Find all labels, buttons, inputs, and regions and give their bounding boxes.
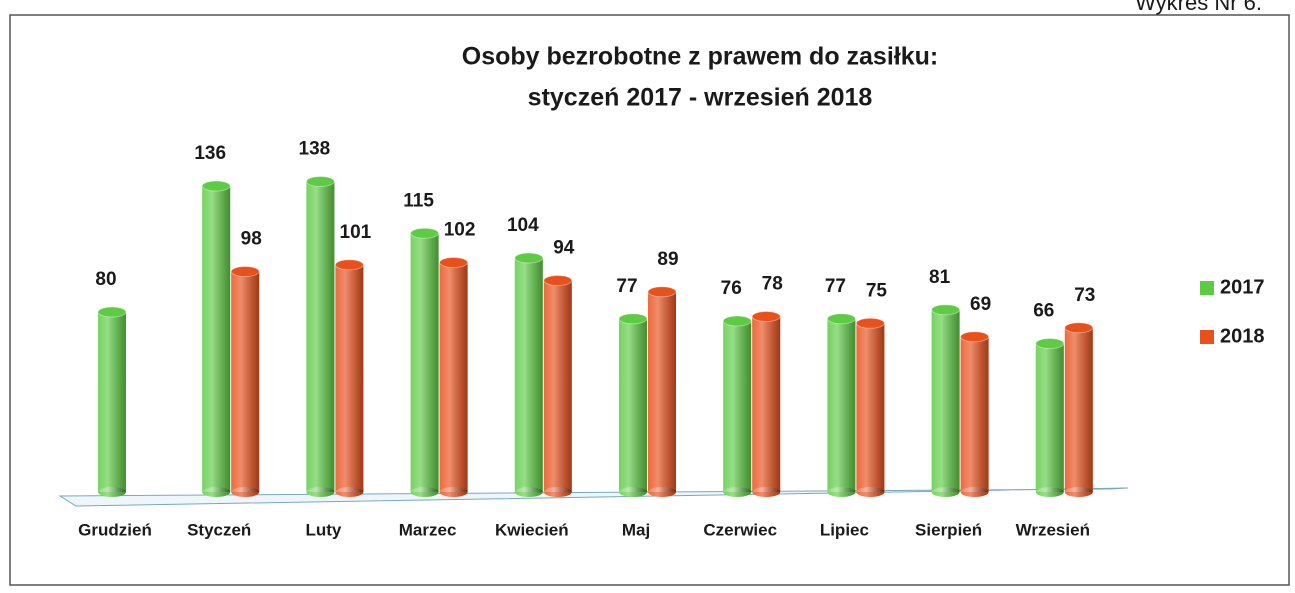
chart-title: Osoby bezrobotne z prawem do zasiłku: bbox=[462, 43, 938, 71]
bar-base-shade bbox=[619, 487, 647, 497]
bar-top bbox=[543, 275, 573, 286]
bar-shade bbox=[856, 323, 885, 492]
bar-base-shade bbox=[306, 487, 335, 497]
bar-top bbox=[201, 180, 231, 192]
bar-base-shade bbox=[931, 487, 960, 497]
value-label: 69 bbox=[970, 294, 991, 315]
bar-shade bbox=[752, 316, 781, 492]
x-tick-label: Styczeń bbox=[187, 520, 251, 539]
legend-swatch bbox=[1200, 281, 1214, 295]
bar-top bbox=[410, 227, 440, 239]
bar-top bbox=[334, 259, 364, 271]
chart-title: styczeń 2017 - wrzesień 2018 bbox=[528, 84, 873, 112]
x-tick-label: Luty bbox=[305, 520, 341, 539]
bar-base-shade bbox=[1035, 487, 1064, 497]
legend-label: 2018 bbox=[1220, 325, 1265, 347]
bar-base-shade bbox=[723, 487, 752, 497]
bar-shade bbox=[648, 291, 676, 492]
bar-shade bbox=[231, 271, 260, 492]
x-tick-label: Wrzesień bbox=[1016, 520, 1090, 539]
legend-swatch bbox=[1200, 330, 1214, 344]
bar-base-shade bbox=[335, 487, 364, 497]
bar-top bbox=[751, 311, 781, 322]
bar-top bbox=[647, 286, 677, 298]
x-tick-label: Lipiec bbox=[820, 520, 869, 539]
value-label: 136 bbox=[194, 143, 226, 164]
x-tick-label: Kwiecień bbox=[495, 520, 569, 539]
bar-base-shade bbox=[202, 487, 231, 497]
value-label: 80 bbox=[95, 269, 116, 290]
frame bbox=[9, 14, 1290, 586]
value-label: 77 bbox=[825, 276, 846, 297]
x-tick-label: Czerwiec bbox=[703, 520, 777, 539]
bar-base-shade bbox=[960, 487, 989, 497]
bar-shade bbox=[439, 262, 468, 492]
value-label: 104 bbox=[507, 215, 539, 236]
bar-shade bbox=[202, 186, 231, 492]
value-label: 73 bbox=[1074, 285, 1095, 306]
x-tick-label: Sierpień bbox=[915, 520, 982, 539]
x-tick-label: Maj bbox=[622, 520, 650, 539]
x-tick-label: Grudzień bbox=[78, 520, 152, 539]
bar-shade bbox=[1035, 343, 1064, 492]
value-label: 138 bbox=[299, 139, 331, 160]
bar-base-shade bbox=[1064, 487, 1093, 497]
bar-top bbox=[931, 304, 961, 316]
header-note: Wykres Nr 6. bbox=[1135, 0, 1262, 15]
bar-top bbox=[1064, 322, 1094, 334]
bar-top bbox=[97, 306, 127, 318]
bar-shade bbox=[335, 264, 364, 492]
bar-shade bbox=[514, 258, 543, 492]
bar-shade bbox=[543, 280, 572, 492]
value-label: 115 bbox=[403, 190, 434, 211]
bar-top bbox=[826, 313, 856, 325]
bar-top bbox=[439, 257, 469, 268]
bar-base-shade bbox=[98, 487, 126, 497]
bar-shade bbox=[931, 309, 960, 492]
bar-top bbox=[855, 317, 885, 329]
bar-top bbox=[1035, 338, 1065, 349]
bar-shade bbox=[306, 181, 335, 492]
value-label: 66 bbox=[1033, 301, 1054, 322]
value-label: 75 bbox=[866, 280, 888, 301]
value-label: 81 bbox=[929, 267, 951, 288]
bar-shade bbox=[827, 318, 856, 492]
bar-base-shade bbox=[827, 487, 856, 497]
value-label: 94 bbox=[553, 238, 575, 259]
bar-shade bbox=[1064, 327, 1093, 492]
bar-shade bbox=[723, 321, 752, 492]
bar-top bbox=[960, 331, 990, 343]
x-tick-label: Marzec bbox=[399, 520, 457, 539]
bar-shade bbox=[960, 336, 989, 492]
value-label: 102 bbox=[444, 220, 476, 241]
value-label: 77 bbox=[616, 276, 637, 297]
bar-base-shade bbox=[648, 487, 676, 497]
bar-base-shade bbox=[514, 487, 543, 497]
value-label: 89 bbox=[657, 249, 678, 270]
bar-top bbox=[618, 313, 648, 325]
bar-top bbox=[230, 266, 260, 277]
bar-base-shade bbox=[410, 487, 439, 497]
value-label: 101 bbox=[340, 222, 372, 243]
bar-base-shade bbox=[439, 487, 468, 497]
bar-base-shade bbox=[543, 487, 572, 497]
value-label: 78 bbox=[762, 274, 783, 295]
bar-shade bbox=[98, 312, 126, 492]
bar-top bbox=[514, 252, 544, 264]
value-label: 76 bbox=[721, 278, 742, 299]
bar-base-shade bbox=[856, 487, 885, 497]
bar-shade bbox=[410, 233, 439, 492]
legend-label: 2017 bbox=[1220, 276, 1265, 298]
value-label: 98 bbox=[241, 229, 262, 250]
bar-top bbox=[722, 315, 752, 327]
bar-top bbox=[305, 176, 335, 187]
bar-base-shade bbox=[752, 487, 781, 497]
bar-shade bbox=[619, 318, 647, 492]
bar-base-shade bbox=[231, 487, 260, 497]
